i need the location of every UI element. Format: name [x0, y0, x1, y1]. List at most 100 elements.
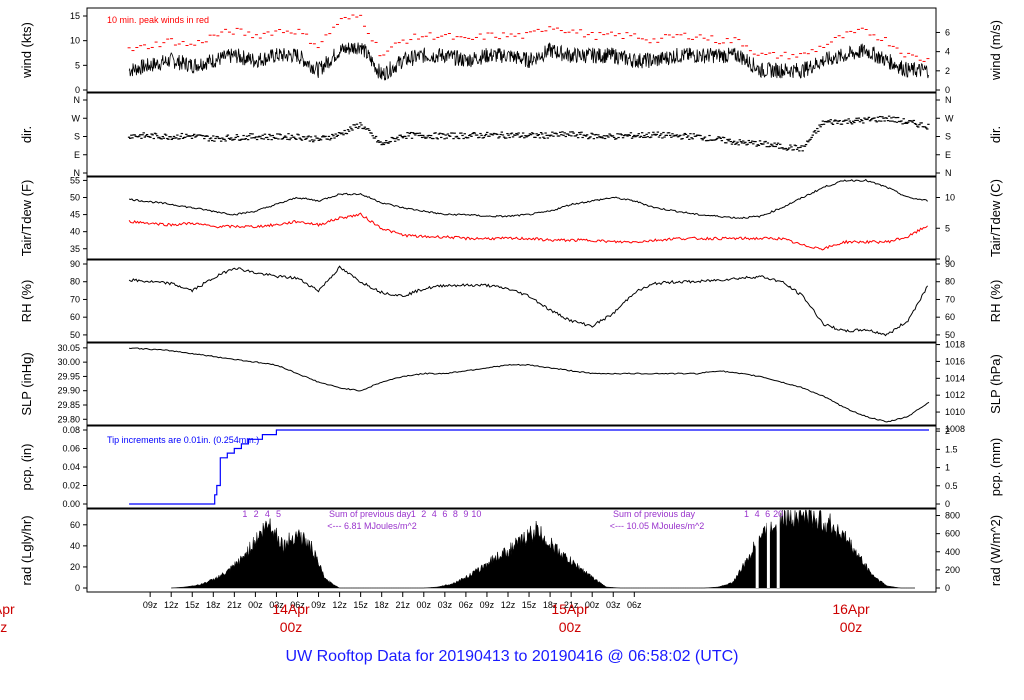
rad-hour-mark: 1: [411, 509, 416, 519]
rad-hour-mark: 10: [471, 509, 481, 519]
rad-hour-mark: 9: [463, 509, 468, 519]
time-hour-label: 12z: [501, 600, 516, 610]
temp-air-series: [128, 178, 928, 219]
rad-sum2-line2: <--- 10.05 MJoules/m^2: [610, 521, 705, 531]
rad-right-tick-label: 400: [945, 547, 960, 557]
slp-right-axis-title: SLP (hPa): [988, 354, 1003, 414]
pcp-left-tick-label: 0.04: [62, 462, 80, 472]
dir-left-tick-label: E: [74, 150, 80, 160]
rad-right-tick-label: 600: [945, 529, 960, 539]
rad-right-tick-label: 0: [945, 583, 950, 593]
wind-left-tick-label: 0: [75, 85, 80, 95]
slp-left-tick-label: 29.80: [57, 414, 80, 424]
date-label: 15Apr: [551, 601, 589, 617]
dir-panel-frame: [86, 92, 937, 177]
slp-series: [129, 347, 930, 423]
wind-panel-frame: [86, 7, 937, 93]
time-hour-label: 09z: [143, 600, 158, 610]
rh-left-axis-title: RH (%): [19, 280, 34, 323]
slp-left-tick-label: 29.85: [57, 400, 80, 410]
wind-left-tick-label: 5: [75, 60, 80, 70]
wind-right-tick-label: 0: [945, 85, 950, 95]
rh-left-tick-label: 60: [70, 312, 80, 322]
pcp-left-tick-label: 0.00: [62, 499, 80, 509]
rad-gap: [755, 513, 759, 588]
slp-panel-frame: [86, 342, 937, 426]
pcp-series: [129, 429, 929, 505]
rad-hour-mark: 1: [242, 509, 247, 519]
date-hour-label: 00z: [280, 619, 303, 635]
date-hour-label: 00z: [840, 619, 863, 635]
time-hour-label: 18z: [374, 600, 389, 610]
wind-right-tick-label: 4: [945, 47, 950, 57]
temp-right-tick-label: 10: [945, 193, 955, 203]
rad-hour-mark: 4: [265, 509, 270, 519]
slp-right-tick-label: 1014: [945, 373, 965, 383]
rad-sum1-line2: <--- 6.81 MJoules/m^2: [327, 521, 417, 531]
rh-right-tick-label: 90: [945, 259, 955, 269]
date-hour-label: 00z: [0, 619, 7, 635]
rad-gap: [766, 513, 770, 588]
wind-left-tick-label: 15: [70, 11, 80, 21]
time-hour-label: 06z: [290, 600, 305, 610]
pcp-right-tick-label: 1.5: [945, 444, 958, 454]
dir-left-tick-label: N: [74, 95, 81, 105]
time-hour-label: 09z: [311, 600, 326, 610]
date-label: 13Apr: [0, 601, 15, 617]
rh-right-axis-title: RH (%): [988, 280, 1003, 323]
dir-left-tick-label: W: [72, 113, 81, 123]
temp-left-axis-title: Tair/Tdew (F): [19, 180, 34, 257]
slp-right-tick-label: 1016: [945, 356, 965, 366]
time-hour-label: 21z: [227, 600, 242, 610]
time-hour-label: 21z: [564, 600, 579, 610]
rad-sum1-line1: Sum of previous day: [329, 509, 412, 519]
time-hour-label: 12z: [164, 600, 179, 610]
slp-left-tick-label: 29.90: [57, 386, 80, 396]
time-hour-label: 00z: [248, 600, 263, 610]
slp-left-tick-label: 30.05: [57, 343, 80, 353]
time-hour-label: 06z: [459, 600, 474, 610]
pcp-right-tick-label: 1: [945, 463, 950, 473]
rad-hour-mark: 2: [254, 509, 259, 519]
slp-left-tick-label: 29.95: [57, 371, 80, 381]
date-label: 16Apr: [832, 601, 870, 617]
dir-left-tick-label: N: [74, 168, 81, 178]
rad-panel-frame: [86, 508, 937, 593]
rad-right-tick-label: 200: [945, 565, 960, 575]
time-hour-label: 03z: [606, 600, 621, 610]
rad-hour-mark: 4: [755, 509, 760, 519]
rh-right-tick-label: 80: [945, 277, 955, 287]
pcp-left-tick-label: 0.02: [62, 481, 80, 491]
rh-left-tick-label: 50: [70, 330, 80, 340]
slp-left-axis-title: SLP (inHg): [19, 352, 34, 415]
rad-hour-mark: 8: [453, 509, 458, 519]
rh-right-tick-label: 70: [945, 294, 955, 304]
wind-peak-series: [127, 14, 930, 62]
rh-left-tick-label: 70: [70, 294, 80, 304]
rad-sum2-line1: Sum of previous day: [613, 509, 696, 519]
pcp-left-tick-label: 0.06: [62, 444, 80, 454]
rad-hour-mark: 5: [276, 509, 281, 519]
dir-scatter-series: [127, 115, 930, 152]
slp-right-tick-label: 1012: [945, 390, 965, 400]
rh-left-tick-label: 80: [70, 277, 80, 287]
temp-dew-series: [128, 212, 928, 251]
rad-left-axis-title: rad (Lgly/hr): [19, 515, 34, 585]
time-hour-label: 09z: [480, 600, 495, 610]
slp-left-tick-label: 30.00: [57, 357, 80, 367]
pcp-annotation: Tip increments are 0.01in. (0.254mm.): [107, 435, 259, 445]
time-hour-label: 21z: [395, 600, 410, 610]
rad-left-tick-label: 40: [70, 541, 80, 551]
time-hour-label: 15z: [185, 600, 200, 610]
slp-right-tick-label: 1010: [945, 407, 965, 417]
dir-right-tick-label: N: [945, 95, 952, 105]
rad-hour-mark: 1: [744, 509, 749, 519]
pcp-right-axis-title: pcp. (mm): [988, 438, 1003, 497]
rad-hour-mark: 2: [421, 509, 426, 519]
rad-left-tick-label: 0: [75, 583, 80, 593]
rad-hour-mark: 4: [432, 509, 437, 519]
pcp-left-tick-label: 0.08: [62, 425, 80, 435]
rad-hour-mark: 20: [773, 509, 783, 519]
